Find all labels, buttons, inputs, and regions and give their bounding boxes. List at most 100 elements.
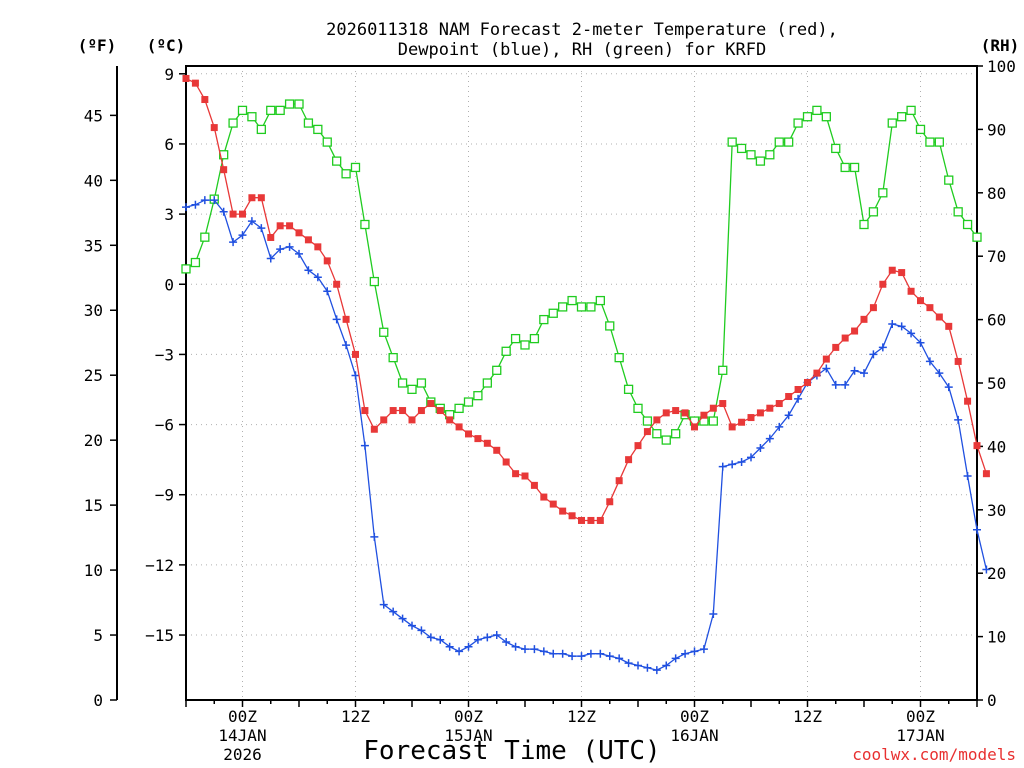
series-line	[185, 77, 988, 522]
data-point	[719, 400, 727, 408]
data-point	[962, 219, 973, 230]
data-point	[351, 371, 360, 380]
data-point	[333, 280, 341, 288]
series-dewpoint	[182, 196, 991, 675]
data-point	[200, 232, 210, 242]
rh-tick-label: 50	[987, 374, 1006, 393]
data-point	[492, 631, 501, 640]
data-point	[746, 150, 756, 160]
time-tick-label: 00Z	[906, 707, 935, 726]
data-point	[652, 666, 661, 675]
data-point	[915, 124, 926, 135]
time-tick-label: 00Z	[228, 707, 257, 726]
data-point	[907, 329, 916, 338]
data-point	[237, 105, 248, 116]
data-point	[210, 124, 218, 132]
data-point	[266, 105, 276, 116]
data-point	[182, 74, 190, 82]
data-point	[295, 229, 303, 237]
data-point	[953, 207, 963, 217]
data-point	[360, 441, 369, 450]
fahrenheit-tick-label: 30	[84, 301, 103, 320]
data-point	[342, 315, 350, 323]
data-point	[228, 118, 238, 128]
data-point	[276, 245, 285, 254]
data-point	[463, 397, 474, 407]
data-point	[774, 137, 784, 147]
time-tick-label: 00Z	[680, 707, 709, 726]
data-point	[586, 302, 596, 312]
data-point	[399, 407, 407, 415]
x-axis-title: Forecast Time (UTC)	[363, 736, 660, 766]
data-point	[784, 411, 793, 420]
data-point	[596, 516, 604, 524]
celsius-tick-label: 3	[164, 205, 174, 224]
time-tick-label: 12Z	[793, 707, 822, 726]
data-point	[502, 638, 511, 647]
data-point	[925, 137, 935, 147]
data-point	[841, 380, 850, 389]
data-point	[455, 423, 463, 431]
data-point	[840, 162, 850, 173]
data-point	[623, 384, 634, 394]
data-point	[888, 266, 896, 274]
data-point	[821, 112, 831, 122]
data-point	[822, 355, 830, 363]
data-point	[879, 280, 887, 288]
data-point	[380, 416, 388, 424]
data-point	[323, 257, 331, 265]
data-point	[464, 642, 473, 651]
fahrenheit-axis: 0 5 10 15 20 25 30 35 40 45	[84, 66, 118, 710]
series-temperature	[182, 74, 990, 524]
rh-tick-label: 0	[987, 691, 997, 710]
data-point	[756, 443, 765, 452]
data-point	[643, 663, 652, 672]
celsius-axis: −15 −12 −9 −6 −3 0 3 6 9	[145, 65, 186, 645]
data-point	[285, 242, 294, 251]
rh-tick-label: 70	[987, 247, 1006, 266]
data-point	[690, 647, 699, 656]
data-point	[614, 352, 624, 363]
data-point	[615, 654, 624, 663]
data-point	[220, 166, 228, 174]
data-point	[267, 233, 275, 241]
data-point	[191, 79, 199, 87]
data-point	[182, 203, 190, 212]
data-point	[417, 626, 426, 635]
fahrenheit-tick-label: 35	[84, 236, 103, 255]
data-point	[568, 652, 577, 661]
data-point	[454, 403, 464, 414]
data-point	[728, 423, 736, 431]
time-tick-label: 00Z	[454, 707, 483, 726]
data-point	[257, 224, 266, 233]
data-point	[832, 343, 840, 351]
data-point	[239, 210, 246, 218]
data-point	[765, 150, 775, 160]
series-line	[185, 199, 988, 671]
data-point	[304, 266, 313, 275]
data-point	[756, 409, 764, 417]
grid	[186, 66, 977, 700]
fahrenheit-tick-label: 40	[84, 171, 103, 190]
data-point	[615, 477, 623, 485]
data-point	[672, 407, 680, 415]
celsius-tick-label: −15	[145, 626, 174, 645]
data-point	[332, 156, 342, 166]
data-point	[247, 217, 256, 226]
celsius-tick-label: −9	[155, 486, 174, 505]
data-point	[342, 341, 351, 350]
data-point	[709, 404, 717, 412]
data-point	[200, 196, 209, 205]
data-point	[352, 350, 359, 358]
data-point	[625, 456, 633, 464]
data-point	[596, 649, 605, 658]
data-point	[190, 257, 201, 268]
data-point	[907, 287, 915, 295]
data-point	[501, 346, 511, 356]
data-point	[736, 143, 747, 154]
data-point	[944, 175, 954, 185]
data-point	[653, 416, 661, 424]
date-label: 17JAN	[896, 726, 944, 745]
data-point	[728, 460, 737, 469]
